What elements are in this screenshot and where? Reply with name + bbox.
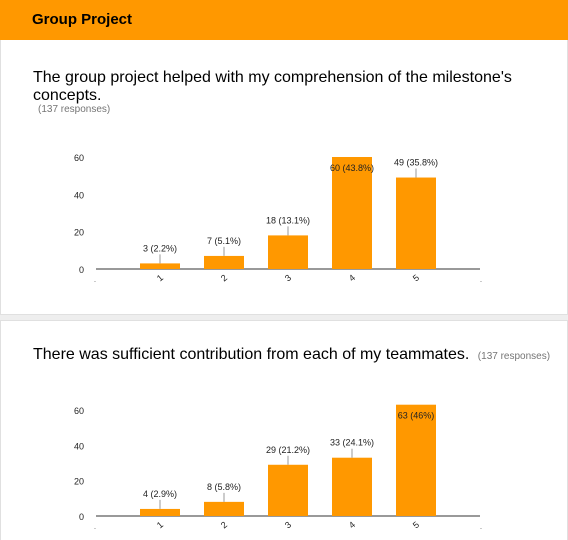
bar [268, 464, 308, 516]
data-label: 49 (35.8%) [394, 158, 438, 168]
bar [140, 508, 180, 516]
data-label: 60 (43.8%) [330, 163, 374, 173]
x-tick-label: 3 [283, 273, 293, 284]
y-tick-label: 0 [79, 265, 84, 275]
bar [140, 263, 180, 269]
x-axis-end-mark: . [480, 522, 482, 531]
x-axis-start-mark: . [94, 275, 96, 284]
x-tick-label: 5 [411, 273, 421, 284]
bar [204, 501, 244, 516]
data-label: 63 (46%) [398, 411, 435, 421]
data-label: 4 (2.9%) [143, 489, 177, 499]
data-label: 7 (5.1%) [207, 236, 241, 246]
bar [396, 177, 436, 269]
data-label: 8 (5.8%) [207, 482, 241, 492]
x-tick-label: 4 [347, 273, 357, 284]
x-tick-label: 4 [347, 520, 357, 531]
question-header: There was sufficient contribution from e… [33, 346, 550, 364]
response-count: (137 responses) [477, 351, 551, 362]
y-tick-label: 0 [79, 512, 84, 522]
y-tick-label: 20 [74, 477, 84, 487]
section-header: Group Project [0, 0, 568, 40]
data-label: 18 (13.1%) [266, 215, 310, 225]
bar [396, 404, 436, 516]
y-tick-label: 60 [74, 153, 84, 163]
bar [204, 255, 244, 269]
data-label: 33 (24.1%) [330, 438, 374, 448]
bar [332, 457, 372, 516]
card-divider [0, 315, 568, 321]
data-label: 29 (21.2%) [266, 445, 310, 455]
question-title: The group project helped with my compreh… [33, 69, 512, 104]
x-tick-label: 3 [283, 520, 293, 531]
x-tick-label: 1 [155, 273, 165, 284]
bar [268, 235, 308, 269]
y-tick-label: 40 [74, 441, 84, 451]
data-label: 3 (2.2%) [143, 243, 177, 253]
bar [332, 157, 372, 269]
y-tick-label: 40 [74, 190, 84, 200]
x-tick-label: 2 [219, 273, 229, 284]
y-tick-label: 60 [74, 406, 84, 416]
x-axis-start-mark: . [94, 522, 96, 531]
x-tick-label: 2 [219, 520, 229, 531]
section-title: Group Project [32, 11, 133, 28]
question-title: There was sufficient contribution from e… [33, 346, 470, 363]
x-tick-label: 5 [411, 520, 421, 531]
x-axis-end-mark: . [480, 275, 482, 284]
response-count: (137 responses) [38, 104, 111, 115]
x-tick-label: 1 [155, 520, 165, 531]
y-tick-label: 20 [74, 228, 84, 238]
